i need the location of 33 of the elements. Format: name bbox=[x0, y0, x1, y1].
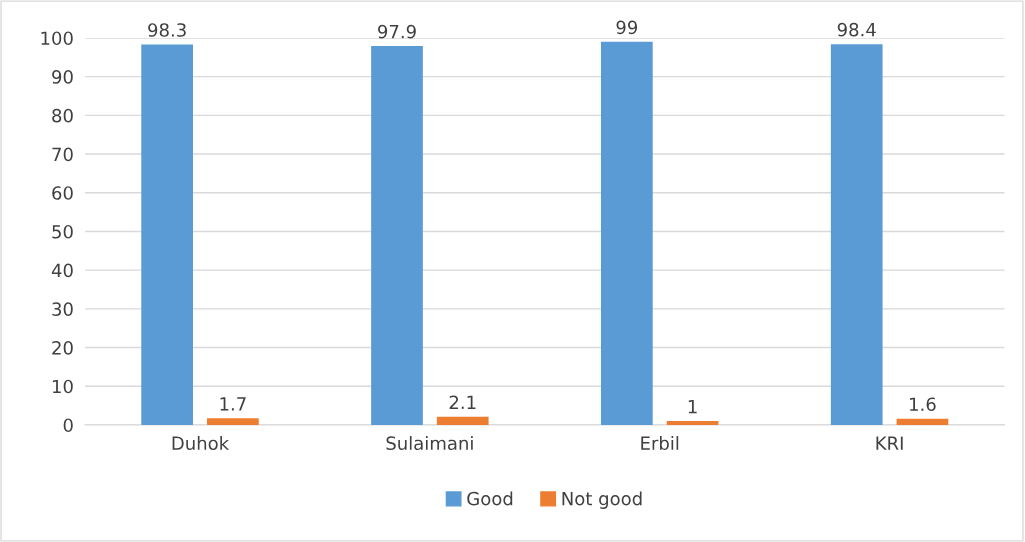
y-tick-label: 20 bbox=[52, 340, 73, 355]
bar bbox=[830, 44, 883, 425]
bar bbox=[141, 44, 193, 425]
y-tick-label: 80 bbox=[52, 108, 73, 123]
bar bbox=[666, 421, 719, 425]
data-label: 1 bbox=[688, 399, 697, 414]
x-tick-label: Duhok bbox=[172, 436, 230, 451]
bar bbox=[600, 41, 653, 425]
bar bbox=[436, 416, 489, 425]
y-tick-label: 40 bbox=[51, 263, 73, 278]
data-label: 97.9 bbox=[378, 24, 416, 39]
data-label: 98.4 bbox=[837, 22, 876, 37]
y-tick-label: 100 bbox=[41, 31, 73, 46]
x-tick-label: Sulaimani bbox=[386, 436, 473, 451]
x-tick-label: Erbil bbox=[641, 436, 679, 451]
y-tick-label: 60 bbox=[52, 186, 73, 200]
data-label: 99 bbox=[616, 20, 638, 35]
data-label: 1.7 bbox=[220, 397, 246, 411]
data-label: 2.1 bbox=[449, 395, 476, 409]
y-tick-label: 30 bbox=[52, 302, 73, 316]
y-tick-label: 70 bbox=[52, 147, 73, 162]
y-tick-label: 0 bbox=[63, 418, 73, 433]
y-tick-label: 10 bbox=[52, 379, 73, 394]
x-tick-label: KRI bbox=[876, 436, 903, 450]
data-label: 98.3 bbox=[148, 23, 186, 37]
y-tick-label: 90 bbox=[52, 70, 73, 84]
data-label: 1.6 bbox=[910, 397, 936, 412]
legend-label: Not good bbox=[562, 491, 642, 509]
bar bbox=[896, 418, 949, 425]
legend-label: Good bbox=[467, 491, 513, 506]
y-tick-label: 50 bbox=[52, 224, 73, 239]
bar bbox=[371, 46, 423, 425]
bar bbox=[207, 418, 259, 425]
